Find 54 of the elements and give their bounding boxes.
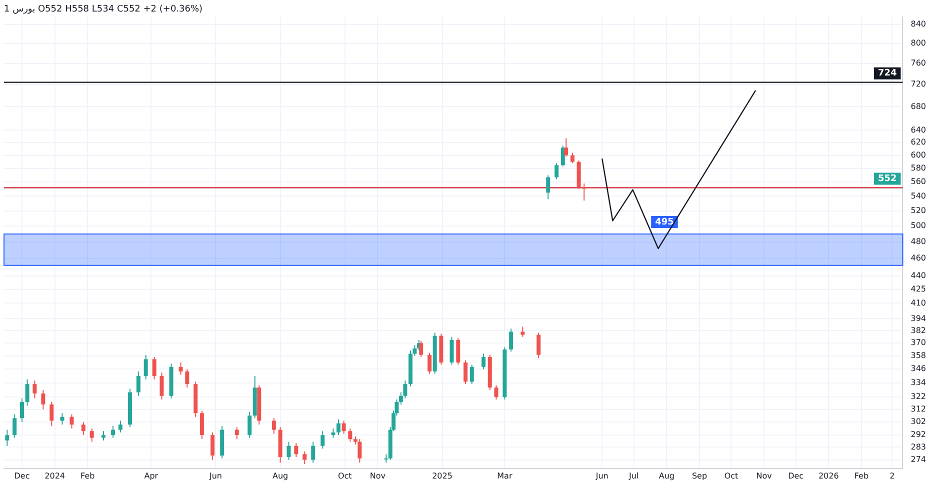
y-tick-label: 370 (910, 338, 926, 348)
x-tick-label: Dec (14, 471, 30, 480)
x-tick-label: Aug (658, 471, 674, 480)
x-tick-label: Oct (338, 471, 352, 480)
x-tick-label: Dec (788, 471, 804, 480)
y-tick-label: 394 (910, 314, 926, 323)
x-tick-label: 2026 (818, 471, 839, 480)
y-tick-label: 460 (910, 254, 926, 263)
y-tick-label: 274 (910, 454, 926, 464)
y-tick-label: 680 (910, 102, 926, 111)
y-tick-label: 334 (910, 378, 926, 387)
y-tick-label: 480 (910, 237, 926, 246)
y-tick-label: 620 (910, 138, 926, 147)
y-tick-label: 346 (910, 364, 926, 374)
y-tick-label: 600 (910, 150, 926, 160)
x-tick-label: Sep (692, 471, 708, 480)
y-tick-label: 800 (910, 38, 926, 48)
ref-line-label: 724 (878, 68, 897, 79)
y-tick-label: 382 (910, 326, 926, 335)
y-tick-label: 358 (910, 350, 926, 360)
y-tick-label: 322 (910, 392, 926, 402)
x-tick-label: Feb (854, 471, 869, 480)
y-tick-label: 302 (910, 417, 926, 426)
y-tick-label: 283 (910, 442, 926, 452)
x-tick-label: Feb (80, 471, 95, 480)
y-tick-label: 425 (910, 284, 926, 294)
x-tick-label: Jun (594, 471, 608, 480)
x-tick-label: Mar (497, 471, 513, 480)
y-tick-label: 720 (910, 80, 926, 89)
band-label: 495 (655, 217, 674, 228)
y-tick-label: 760 (910, 58, 926, 68)
y-tick-label: 840 (910, 20, 926, 29)
y-tick-label: 410 (910, 298, 926, 308)
x-tick-label: 2024 (44, 471, 65, 480)
x-tick-label: Jul (628, 471, 639, 480)
x-tick-label: Nov (756, 471, 772, 480)
x-tick-label: Oct (724, 471, 738, 480)
x-tick-label: 2025 (432, 471, 452, 480)
y-tick-label: 640 (910, 125, 926, 134)
y-tick-label: 580 (910, 164, 926, 173)
y-tick-label: 292 (910, 430, 926, 440)
x-tick-label: 2 (890, 471, 895, 480)
y-tick-label: 312 (910, 404, 926, 414)
x-tick-label: Nov (370, 471, 386, 480)
y-tick-label: 500 (910, 221, 926, 230)
y-tick-label: 540 (910, 191, 926, 200)
y-tick-label: 560 (910, 177, 926, 186)
x-tick-label: Aug (272, 471, 288, 480)
x-tick-label: Apr (144, 471, 159, 480)
x-tick-label: Jun (208, 471, 222, 480)
y-tick-label: 520 (910, 206, 926, 215)
y-tick-label: 440 (910, 270, 926, 280)
ref-line-label: 552 (878, 174, 897, 184)
chart-title: 1 بورس O552 H558 L534 C552 +2 (+0.36%) (4, 4, 203, 15)
